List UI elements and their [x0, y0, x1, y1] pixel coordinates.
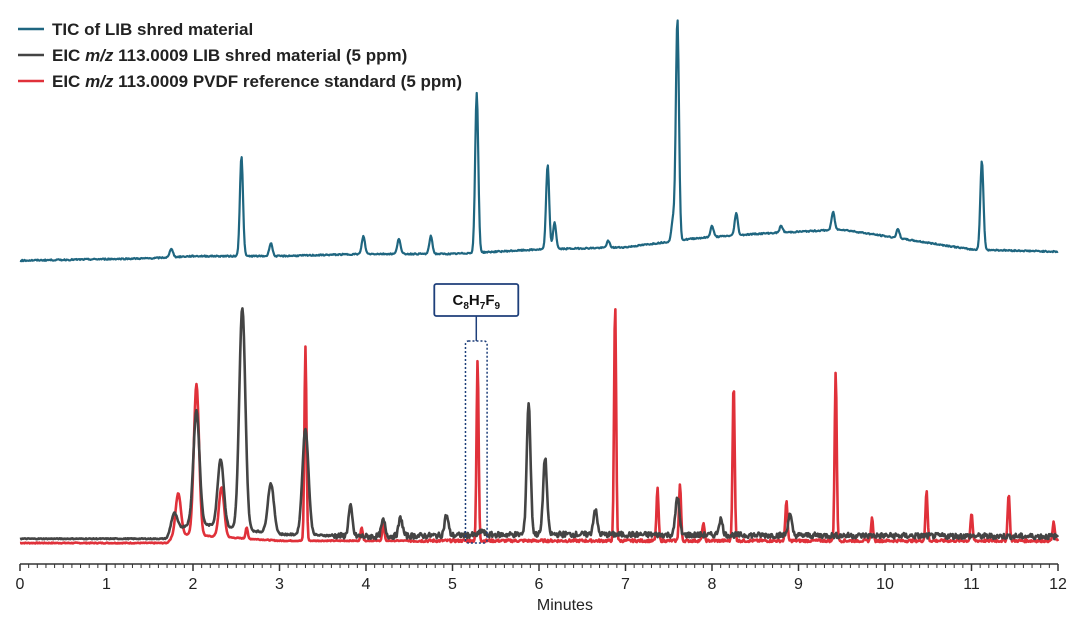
- x-tick-label: 5: [448, 576, 457, 593]
- x-axis-title: Minutes: [537, 597, 593, 614]
- series-line-eic-lib: [19, 307, 1060, 541]
- series-line-tic: [19, 19, 1059, 263]
- legend-label-eic-lib: EIC m/z 113.0009 LIB shred material (5 p…: [52, 46, 407, 65]
- annotation-label-box: [433, 283, 520, 317]
- annotation-c8h7f9: C8H7F9: [433, 283, 520, 544]
- x-tick-label: 12: [1049, 576, 1067, 593]
- x-tick-label: 6: [535, 576, 544, 593]
- x-tick-label: 2: [189, 576, 198, 593]
- legend: TIC of LIB shred material EIC m/z 113.00…: [18, 20, 462, 91]
- legend-label-eic-pvdf: EIC m/z 113.0009 PVDF reference standard…: [52, 72, 462, 91]
- x-tick-label: 8: [708, 576, 717, 593]
- x-tick-label: 4: [362, 576, 371, 593]
- annotation-label: C8H7F9: [453, 292, 501, 312]
- series-line-eic-pvdf: [19, 307, 1060, 545]
- x-tick-label: 3: [275, 576, 284, 593]
- x-tick-label: 1: [102, 576, 111, 593]
- x-tick-label: 0: [16, 576, 25, 593]
- x-tick-label: 9: [794, 576, 803, 593]
- traces: [19, 19, 1060, 545]
- x-tick-label: 11: [963, 576, 980, 593]
- x-tick-label: 7: [621, 576, 630, 593]
- annotation-dotted-box: [464, 340, 488, 544]
- x-tick-label: 10: [876, 576, 894, 593]
- legend-label-tic: TIC of LIB shred material: [52, 20, 253, 39]
- x-axis: 0 1 2 3 4 5 6 7 8 9 10 11 12: [16, 563, 1067, 593]
